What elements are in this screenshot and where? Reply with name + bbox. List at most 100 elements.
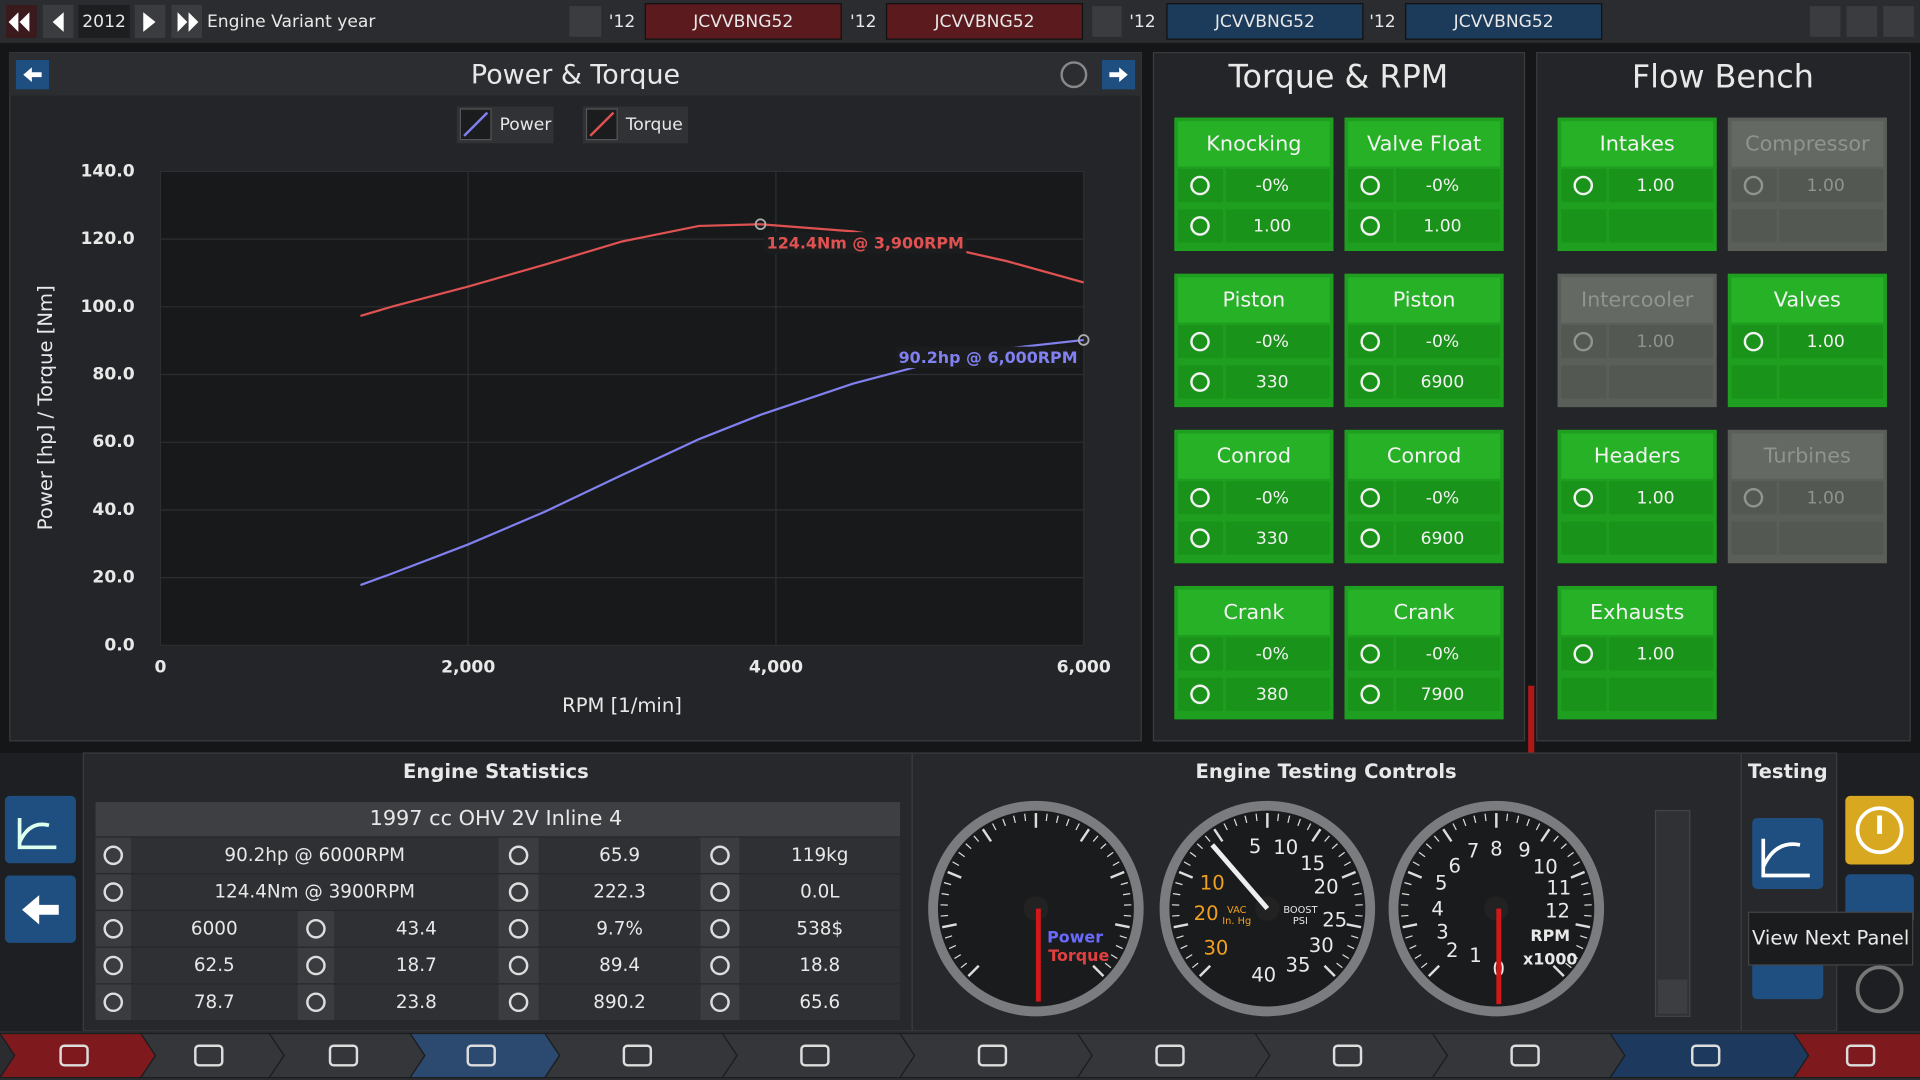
card-value: 1.00 [1807,332,1845,352]
gauge-tick [1183,861,1191,867]
card-icon [1573,175,1594,196]
nav-icon [977,1044,1008,1067]
card-icon-cell [1561,209,1607,243]
variant-box[interactable] [644,3,842,40]
stats-value-cell [334,911,499,947]
card-value: 1.00 [1807,176,1845,196]
card-value: -0% [1426,644,1459,664]
variant-year: '12 [850,12,877,32]
gauge-tick [1323,964,1336,977]
top-right-button[interactable] [1846,6,1878,37]
nav-tab[interactable] [409,1032,561,1079]
variant-box[interactable] [885,3,1084,40]
car-button[interactable] [569,6,602,37]
gauge-tick [1570,870,1586,879]
top-right-button[interactable] [1809,6,1841,37]
gauge-tick [1347,944,1355,950]
stats-icon-cell [297,947,335,984]
card-value: 1.00 [1807,488,1845,508]
gauge-tick [1255,813,1258,822]
warning-icon [1855,806,1904,855]
card-header [1177,589,1330,635]
variant-year: '12 [609,12,636,32]
annotation: 124.4Nm @ 3,900RPM [767,233,964,252]
stats-icon-cell [297,984,335,1020]
gauge-tick [1516,815,1520,823]
card-value-cell [1395,168,1500,203]
nav-tab[interactable] [1792,1032,1920,1079]
stats-icon [508,955,529,976]
nav-tab[interactable] [139,1032,285,1079]
nav-tab[interactable] [1609,1032,1810,1079]
variant-box[interactable] [1405,3,1603,40]
throttle-handle[interactable] [1657,979,1688,1014]
card-icon [1743,487,1764,508]
card-icon-cell [1348,521,1394,555]
card-title: Valves [1774,288,1841,312]
stats-value-cell [131,874,499,910]
panel-title: Engine Testing Controls [1196,760,1457,783]
gauge-tick [1565,962,1572,969]
card-header [1348,433,1500,479]
gauge-tick [1223,823,1228,831]
gauge-tick [1553,835,1559,842]
card-icon-cell [1731,365,1777,399]
stats-value-cell [131,911,298,947]
stats-value-cell [538,947,701,984]
gauge-tick [1341,870,1357,879]
stats-value: 23.8 [396,992,437,1013]
nav-tab[interactable] [1076,1032,1271,1079]
gauge-tick [965,843,972,850]
stats-icon [508,992,529,1013]
stats-icon [710,918,730,939]
testing-graph-button[interactable] [1752,817,1824,889]
x-tick-label: 6,000 [1057,657,1111,677]
nav-tab[interactable] [543,1032,738,1079]
gauge-tick [1123,914,1132,917]
nav-tab[interactable] [898,1032,1093,1079]
nav-icon [1845,1044,1876,1067]
card-value-cell [1779,365,1884,399]
stats-value: 18.8 [799,955,840,976]
card-value: -0% [1256,488,1289,508]
nav-tab[interactable] [1431,1032,1626,1079]
card-title: Headers [1594,444,1681,468]
nav-tab[interactable] [721,1032,916,1079]
stats-value-cell [131,947,298,984]
stats-icon [103,882,124,902]
nav-tab[interactable] [0,1032,157,1079]
graph-button[interactable] [4,795,76,864]
stats-value: 538$ [796,918,843,939]
variant-box[interactable] [1166,3,1364,40]
card-icon [1360,487,1380,508]
help-button[interactable] [1855,965,1904,1014]
gauge-tick [1120,882,1129,886]
nav-icon [800,1044,830,1067]
top-right-button[interactable] [1883,6,1914,37]
nav-tab[interactable] [1253,1032,1449,1079]
y-tick-label: 0.0 [104,635,134,655]
card-value: 6900 [1421,373,1465,393]
x-tick-label: 0 [154,657,166,677]
help-button[interactable] [1060,61,1088,89]
nav-icon [1691,1044,1721,1067]
stats-value-cell [538,911,701,947]
gauge-tick [1176,935,1184,939]
nav-tab[interactable] [268,1032,426,1079]
card-header [1561,589,1714,635]
gauge-tick [1114,923,1130,929]
gauge-tick [1409,944,1417,950]
boost-number: 30 [1309,934,1334,957]
card-value: 1.00 [1636,644,1674,664]
card-header [1177,277,1330,323]
gauge-tick [1013,815,1016,823]
gauge-tick [1189,851,1197,858]
compare-button[interactable] [1092,6,1122,37]
card-value-cell [1395,481,1500,515]
next-button[interactable] [1845,874,1914,924]
stats-icon-cell [700,984,740,1020]
card-value: 1.00 [1253,217,1291,237]
gauge-tick [1343,861,1351,867]
accent [1528,685,1535,754]
card-value: -0% [1426,332,1459,352]
